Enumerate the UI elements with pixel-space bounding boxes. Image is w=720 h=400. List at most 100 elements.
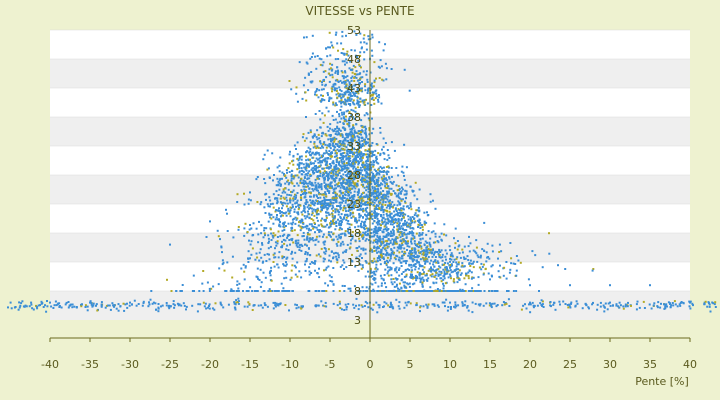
- data-point: [477, 256, 480, 259]
- data-point: [294, 251, 297, 254]
- data-point: [355, 304, 357, 307]
- data-point: [324, 83, 327, 86]
- data-point: [370, 104, 373, 106]
- data-point: [335, 31, 338, 34]
- data-point: [456, 248, 459, 251]
- data-point: [307, 185, 309, 188]
- data-point: [304, 76, 307, 79]
- data-point: [421, 237, 424, 240]
- data-point: [426, 253, 429, 256]
- data-point: [308, 180, 311, 183]
- data-point: [522, 304, 525, 307]
- data-point: [237, 302, 240, 305]
- data-point: [309, 229, 312, 232]
- data-point: [372, 159, 375, 162]
- data-point: [387, 261, 389, 264]
- data-point: [322, 193, 325, 196]
- data-point: [403, 222, 406, 225]
- data-point: [339, 206, 342, 209]
- data-point: [375, 172, 378, 175]
- data-point: [380, 214, 382, 216]
- data-point: [319, 170, 322, 173]
- data-point: [293, 264, 296, 267]
- data-point: [382, 246, 385, 249]
- data-point: [151, 302, 154, 305]
- data-point: [306, 237, 309, 240]
- data-point: [398, 209, 401, 211]
- data-point: [312, 146, 315, 149]
- data-point: [310, 201, 313, 204]
- data-point: [481, 248, 484, 251]
- data-point: [342, 157, 345, 160]
- data-point: [425, 250, 428, 253]
- data-point: [361, 235, 363, 238]
- data-point: [369, 270, 372, 273]
- data-point: [444, 282, 447, 285]
- data-point: [371, 152, 374, 155]
- data-point: [389, 212, 392, 215]
- data-point: [259, 285, 262, 288]
- data-point: [386, 187, 389, 189]
- data-point: [384, 142, 387, 144]
- data-point: [459, 256, 462, 259]
- data-point: [429, 270, 432, 272]
- data-point: [434, 256, 437, 258]
- data-point: [328, 96, 331, 99]
- data-point: [373, 250, 376, 252]
- data-point: [324, 133, 327, 136]
- data-point: [344, 174, 347, 177]
- data-point: [332, 232, 335, 235]
- data-point: [449, 290, 451, 292]
- data-point: [453, 237, 455, 240]
- data-point: [412, 276, 414, 279]
- data-point: [266, 253, 269, 256]
- data-point: [166, 278, 168, 281]
- data-point: [317, 253, 320, 256]
- data-point: [308, 207, 311, 210]
- data-point: [273, 252, 276, 255]
- data-point: [363, 103, 366, 106]
- data-point: [341, 60, 344, 63]
- data-point: [352, 124, 355, 127]
- data-point: [334, 118, 337, 121]
- data-point: [309, 173, 312, 176]
- data-point: [477, 290, 480, 292]
- data-point: [352, 181, 355, 184]
- data-point: [126, 306, 129, 309]
- data-point: [342, 200, 345, 202]
- data-point: [381, 78, 384, 81]
- data-point: [245, 290, 248, 292]
- data-point: [320, 230, 323, 233]
- data-point: [367, 190, 370, 193]
- data-point: [32, 308, 35, 311]
- data-point: [387, 154, 390, 157]
- data-point: [356, 73, 359, 76]
- data-point: [50, 305, 53, 308]
- data-point: [319, 140, 322, 143]
- data-point: [385, 249, 388, 252]
- data-point: [358, 106, 361, 108]
- data-point: [400, 186, 403, 189]
- data-point: [270, 217, 273, 220]
- data-point: [271, 152, 274, 155]
- data-point: [243, 278, 246, 281]
- data-point: [341, 240, 344, 243]
- data-point: [317, 169, 320, 172]
- data-point: [170, 290, 173, 292]
- data-point: [323, 114, 326, 117]
- data-point: [382, 190, 385, 192]
- data-point: [426, 214, 429, 217]
- data-point: [292, 177, 295, 180]
- data-point: [216, 229, 219, 232]
- data-point: [364, 83, 367, 86]
- data-point: [314, 113, 317, 115]
- data-point: [370, 290, 373, 292]
- data-point: [303, 207, 306, 210]
- data-point: [309, 262, 312, 265]
- data-point: [365, 189, 368, 192]
- data-point: [293, 210, 296, 213]
- data-point: [290, 194, 293, 197]
- data-point: [366, 175, 369, 178]
- data-point: [319, 118, 322, 121]
- data-point: [380, 243, 383, 246]
